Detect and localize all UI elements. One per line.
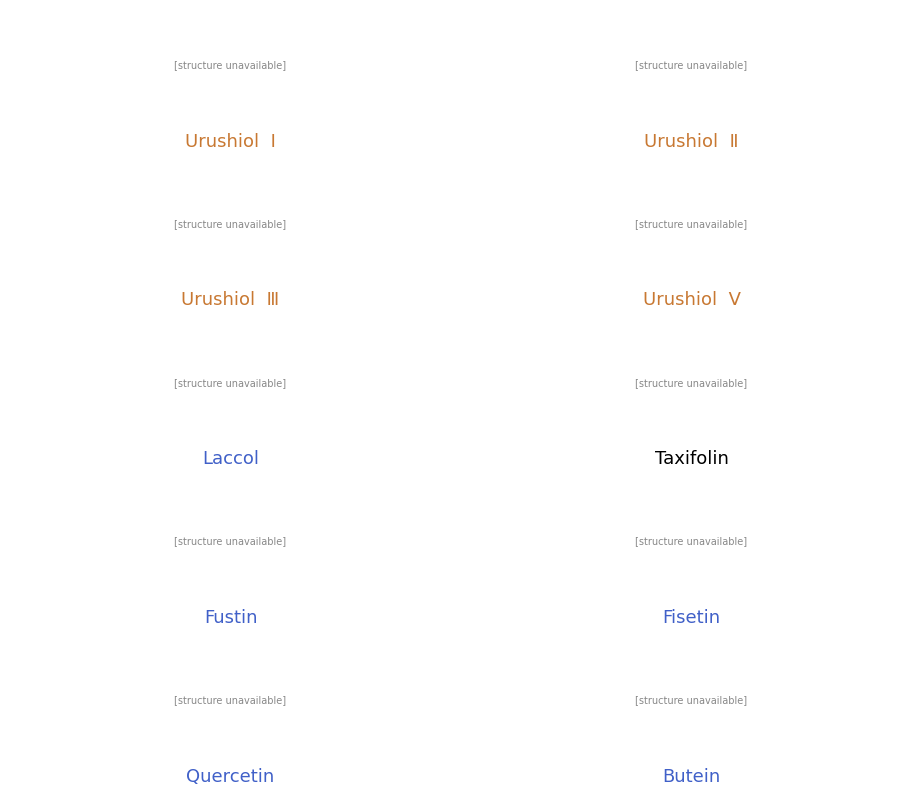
Text: Fustin: Fustin [204, 609, 257, 627]
Text: Urushiol  Ⅰ: Urushiol Ⅰ [185, 133, 276, 151]
Text: [structure unavailable]: [structure unavailable] [174, 696, 287, 705]
Text: Urushiol  Ⅱ: Urushiol Ⅱ [644, 133, 739, 151]
Text: [structure unavailable]: [structure unavailable] [635, 60, 748, 70]
Text: Urushiol  Ⅲ: Urushiol Ⅲ [182, 291, 279, 310]
Text: [structure unavailable]: [structure unavailable] [635, 378, 748, 387]
Text: [structure unavailable]: [structure unavailable] [635, 537, 748, 546]
Text: [structure unavailable]: [structure unavailable] [635, 696, 748, 705]
Text: [structure unavailable]: [structure unavailable] [174, 60, 287, 70]
Text: [structure unavailable]: [structure unavailable] [174, 537, 287, 546]
Text: Butein: Butein [662, 768, 721, 786]
Text: Laccol: Laccol [202, 450, 259, 468]
Text: Taxifolin: Taxifolin [655, 450, 728, 468]
Text: [structure unavailable]: [structure unavailable] [635, 219, 748, 229]
Text: [structure unavailable]: [structure unavailable] [174, 378, 287, 387]
Text: Fisetin: Fisetin [662, 609, 721, 627]
Text: [structure unavailable]: [structure unavailable] [174, 219, 287, 229]
Text: Quercetin: Quercetin [186, 768, 275, 786]
Text: Urushiol  V: Urushiol V [643, 291, 740, 310]
